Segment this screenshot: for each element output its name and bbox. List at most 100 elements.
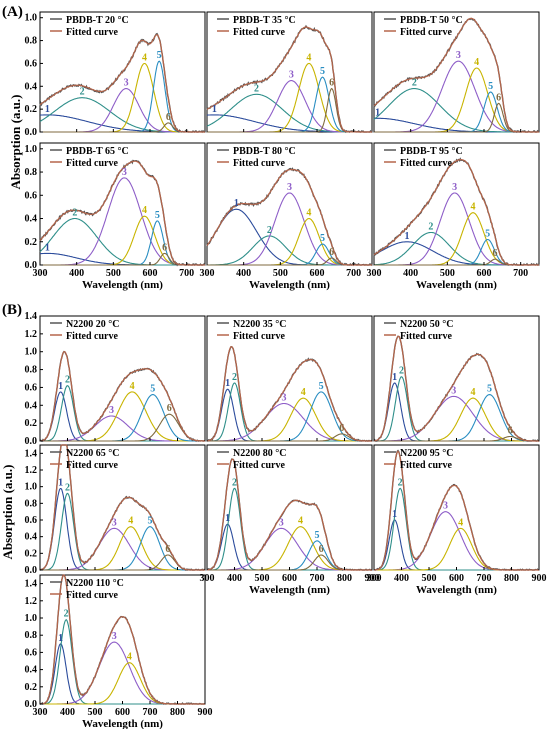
y-tick-label: 1.0	[25, 613, 38, 624]
y-tick-label: 0.4	[25, 81, 38, 92]
measured-curve	[40, 574, 206, 706]
peak-curve-3	[40, 641, 205, 705]
legend-fitted: Fitted curve	[400, 158, 452, 169]
peak-curve-2	[207, 487, 372, 571]
legend-title: PBDB-T 20 °C	[66, 15, 129, 26]
y-tick-label: 0.8	[25, 365, 38, 376]
peak-curve-1	[206, 523, 372, 571]
y-tick-label: 0.8	[25, 167, 38, 178]
measured-curve	[39, 32, 206, 134]
peak-label-5: 5	[320, 233, 325, 244]
legend-fitted: Fitted curve	[66, 590, 118, 601]
peak-label-4: 4	[474, 57, 479, 68]
peak-label-2: 2	[72, 208, 77, 219]
peak-curve-4	[207, 217, 372, 266]
peak-curve-3	[207, 192, 372, 266]
peak-label-5: 5	[319, 381, 324, 392]
peak-curve-4	[40, 662, 205, 705]
x-tick-label: 700	[179, 268, 194, 279]
x-tick-label: 700	[513, 268, 528, 279]
peak-label-1: 1	[58, 477, 63, 488]
peak-label-5: 5	[150, 384, 155, 395]
x-tick-label: 600	[477, 268, 492, 279]
y-tick-label: 0.0	[25, 127, 38, 138]
fitted-curve	[373, 17, 539, 133]
peak-curve-6	[40, 413, 205, 442]
x-axis-label: Wavelength (nm)	[249, 584, 330, 596]
x-tick-label: 500	[255, 573, 270, 584]
y-tick-label: 0.2	[25, 104, 38, 115]
y-tick-label: 0.4	[25, 532, 38, 543]
y-tick-label: 0.2	[25, 418, 38, 429]
peak-label-3: 3	[451, 385, 456, 396]
peak-label-2: 2	[232, 477, 237, 488]
x-tick-label: 500	[422, 573, 437, 584]
peak-curve-2	[206, 93, 372, 133]
peak-label-5: 5	[488, 81, 493, 92]
x-tick-label: 300	[33, 707, 48, 718]
peak-curve-3	[40, 177, 205, 266]
fitted-curve	[374, 450, 539, 571]
plot-frame	[373, 444, 540, 571]
legend-title: N2200 35 °C	[233, 319, 286, 330]
legend-title: PBDB-T 95 °C	[400, 146, 463, 157]
x-tick-label: 700	[310, 573, 325, 584]
section-a-label: (A)	[2, 4, 23, 20]
fitted-curve	[40, 574, 205, 705]
x-tick-label: 900	[365, 573, 380, 584]
y-tick-label: 0.6	[25, 382, 38, 393]
peak-label-3: 3	[282, 393, 287, 404]
peak-curve-1	[39, 391, 205, 442]
x-tick-label: 600	[449, 573, 464, 584]
peak-label-4: 4	[301, 387, 306, 398]
peak-label-5: 5	[315, 530, 320, 541]
x-tick-label: 300	[33, 268, 48, 279]
peak-label-3: 3	[122, 167, 127, 178]
peak-label-3: 3	[112, 631, 117, 642]
peak-label-6: 6	[319, 544, 324, 555]
peak-label-2: 2	[399, 366, 404, 377]
peak-label-3: 3	[443, 501, 448, 512]
legend-fitted: Fitted curve	[66, 158, 118, 169]
peak-curve-3	[40, 527, 205, 571]
fitted-curve	[39, 160, 205, 266]
peak-curve-4	[40, 391, 205, 442]
peak-curve-1	[40, 643, 205, 705]
peak-label-3: 3	[456, 50, 461, 61]
y-tick-label: 1.4	[25, 579, 38, 590]
peak-label-2: 2	[65, 482, 70, 493]
measured-curve	[373, 17, 540, 134]
peak-label-4: 4	[142, 52, 147, 63]
peak-label-2: 2	[64, 609, 69, 620]
peak-label-4: 4	[127, 652, 132, 663]
y-tick-label: 0.0	[25, 260, 38, 271]
legend-fitted: Fitted curve	[233, 158, 285, 169]
legend-title: PBDB-T 65 °C	[66, 146, 129, 157]
legend-fitted: Fitted curve	[66, 331, 118, 342]
peak-label-2: 2	[65, 375, 70, 386]
x-tick-label: 600	[282, 573, 297, 584]
y-tick-label: 0.6	[25, 190, 38, 201]
y-tick-label: 0.0	[25, 699, 38, 710]
x-tick-label: 800	[504, 573, 519, 584]
plot-frame	[373, 11, 540, 133]
peak-curve-3	[40, 415, 205, 442]
peak-label-1: 1	[212, 104, 217, 115]
peak-label-6: 6	[162, 242, 167, 253]
y-tick-label: 0.6	[25, 58, 38, 69]
peak-label-1: 1	[58, 381, 63, 392]
peak-curve-2	[374, 487, 539, 571]
y-tick-label: 0.2	[25, 237, 38, 248]
peak-label-2: 2	[232, 372, 237, 383]
fitted-curve	[206, 458, 372, 571]
fitted-curve	[373, 335, 539, 442]
